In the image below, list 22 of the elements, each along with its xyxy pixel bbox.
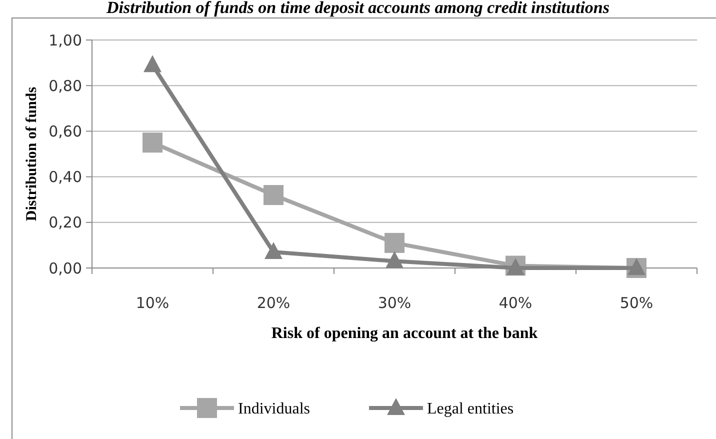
point — [386, 251, 404, 268]
x-tick-label: 40% — [498, 294, 532, 312]
chart-title: Distribution of funds on time deposit accounts among credit institutions — [105, 0, 610, 17]
point — [384, 232, 404, 253]
point — [142, 132, 162, 153]
y-axis-title: Distribution of funds — [24, 86, 40, 222]
y-tick-label: 0,20 — [48, 214, 82, 232]
y-tick-label: 0,80 — [48, 76, 82, 95]
point — [264, 185, 284, 206]
point — [264, 242, 282, 260]
legend-label: Individuals — [238, 400, 310, 418]
x-tick-label: 50% — [620, 294, 654, 312]
x-tick-label: 30% — [378, 294, 412, 312]
y-tick-label: 0,60 — [48, 122, 82, 140]
x-tick-label: 10% — [136, 294, 170, 312]
point — [144, 55, 162, 72]
legend-label: Legal entities — [427, 400, 514, 418]
x-tick-label: 20% — [256, 294, 290, 312]
y-tick-label: 0,40 — [48, 168, 82, 186]
x-axis-title: Risk of opening an account at the bank — [271, 325, 538, 342]
y-tick-label: 1,00 — [48, 31, 82, 50]
y-tick-label: 0,00 — [48, 259, 82, 278]
